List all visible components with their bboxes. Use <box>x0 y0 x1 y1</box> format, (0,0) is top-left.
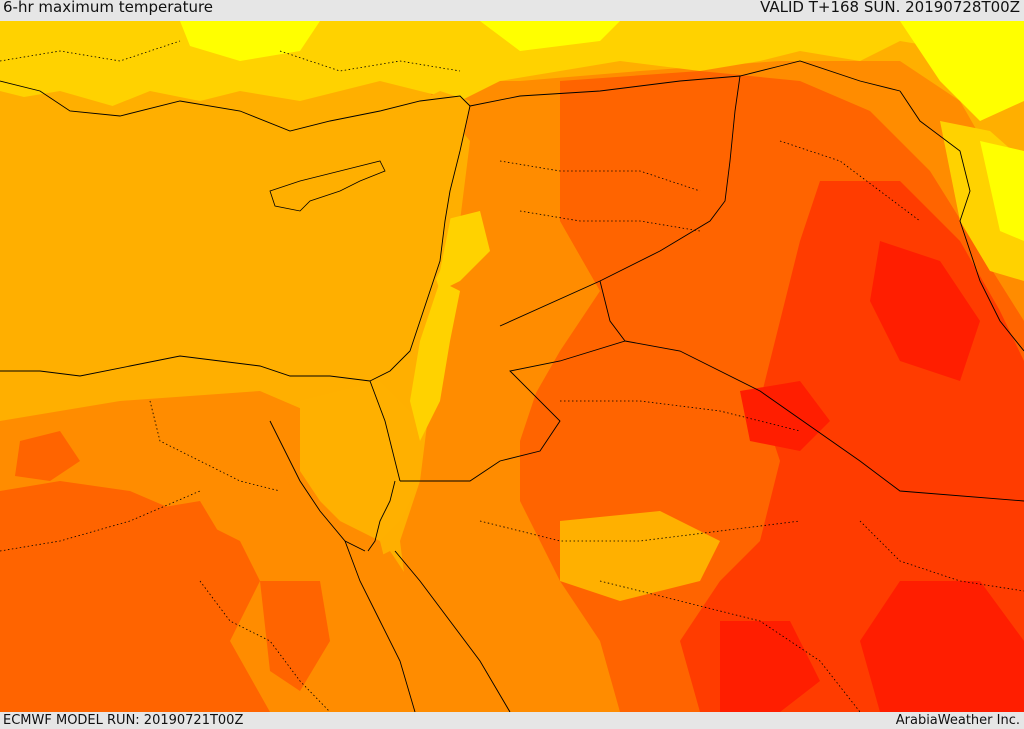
levant-coast <box>369 105 471 382</box>
cyprus-island <box>269 160 386 212</box>
jordan-saudi-border <box>400 280 626 482</box>
red-hot-spot-1 <box>870 241 980 381</box>
iran-yellow-hot <box>980 141 1024 241</box>
map-canvas <box>0 21 1024 712</box>
turkey-coast <box>0 80 471 132</box>
gulf-of-suez <box>269 420 366 552</box>
admin-line-10 <box>779 140 921 222</box>
turkey-yellow-hot-3 <box>900 21 1024 121</box>
turkey-yellow-hot-2 <box>480 21 620 51</box>
red-sea <box>280 461 530 712</box>
africa-hot-spot-3 <box>260 581 330 691</box>
red-hot-spot-2 <box>860 581 1024 712</box>
map-title: 6-hr maximum temperature <box>3 0 214 16</box>
admin-line-8 <box>599 580 861 712</box>
admin-line-9 <box>859 520 1024 592</box>
admin-line-2 <box>0 490 201 552</box>
admin-boundaries <box>0 40 1024 712</box>
syria-iraq-border <box>499 75 741 327</box>
model-run-label: ECMWF MODEL RUN: 20190721T00Z <box>3 713 244 728</box>
red-sea-west-coast <box>344 540 416 712</box>
iraq-iran-border <box>899 90 1024 352</box>
valid-time: VALID T+168 SUN. 20190728T00Z <box>760 0 1020 16</box>
turkey-yellow-hot-1 <box>180 21 320 61</box>
africa-hot-spot-2 <box>140 501 230 581</box>
admin-line-1 <box>149 400 281 492</box>
egypt-israel-border <box>369 380 401 482</box>
temperature-map[interactable] <box>0 21 1024 712</box>
gulf-of-aqaba <box>367 480 396 552</box>
admin-line-4 <box>499 160 701 192</box>
africa-hot-spot-1 <box>15 431 80 481</box>
admin-line-6 <box>560 400 801 432</box>
iraq-saudi-border <box>624 340 1024 502</box>
jordan-orange-strip <box>450 321 540 451</box>
admin-line-11 <box>0 40 181 62</box>
egypt-coast <box>0 355 371 382</box>
admin-line-3 <box>199 580 331 712</box>
jordan-valley-yellow <box>410 281 460 441</box>
coastlines <box>0 80 511 712</box>
brand-label: ArabiaWeather Inc. <box>895 713 1020 728</box>
country-borders <box>369 60 1024 502</box>
saudi-amber-patch <box>560 511 720 601</box>
red-sea-east-coast <box>394 550 511 712</box>
footer-bar: ECMWF MODEL RUN: 20190721T00Z ArabiaWeat… <box>0 712 1024 729</box>
mediterranean-sea <box>0 91 470 376</box>
red-hot-spot-3 <box>720 621 820 712</box>
red-hot-spot-4 <box>740 381 830 451</box>
header-bar: 6-hr maximum temperature VALID T+168 SUN… <box>0 0 1024 21</box>
